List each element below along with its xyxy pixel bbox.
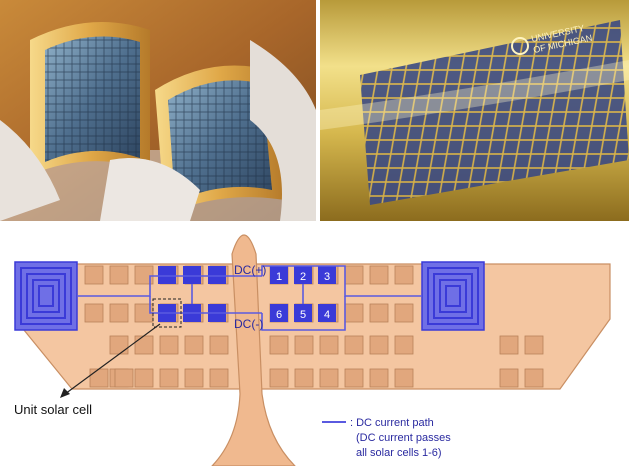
diagram-canvas: DC(+) DC(-) 1 2 3 4 5 6 Unit solar cell … (14, 234, 611, 467)
cell-number-6: 6 (276, 309, 282, 321)
glove-middle (100, 158, 200, 221)
unit-cell-pad (184, 335, 204, 355)
legend-line-3: all solar cells 1-6) (356, 447, 442, 459)
cell-number-4: 4 (324, 309, 330, 321)
unit-cell-pads (84, 265, 544, 388)
unit-cell-highlight (152, 298, 182, 328)
cell-6 (270, 304, 288, 322)
unit-cell-pad (344, 265, 364, 285)
cell-number-2: 2 (300, 271, 306, 283)
glove-left (0, 120, 60, 221)
cell-5 (294, 304, 312, 322)
cell-2 (294, 266, 312, 284)
cell-number-1: 1 (276, 271, 282, 283)
unit-cell-pad (394, 368, 414, 388)
central-stem (210, 234, 297, 467)
rolled-cell-grid (360, 20, 629, 205)
cell-number-5: 5 (300, 309, 306, 321)
dc-minus-label: DC(-) (234, 317, 263, 331)
unit-cell-pad (159, 335, 179, 355)
active-cells (158, 266, 336, 322)
photo-flexible-cells-hands (0, 0, 316, 221)
cell-left-b (183, 266, 201, 284)
glove-right (250, 40, 316, 221)
legend-line-2: (DC current passes (356, 432, 451, 444)
unit-cell-pad (84, 303, 104, 323)
unit-cell-pad (524, 335, 544, 355)
cell-3 (318, 266, 336, 284)
unit-cell-pad (369, 335, 389, 355)
unit-cell-pad (394, 335, 414, 355)
unit-cell-pad (294, 335, 314, 355)
unit-cell-pad (209, 368, 229, 388)
legend-line-1: : DC current path (350, 417, 434, 429)
unit-solar-cell-label: Unit solar cell (14, 402, 92, 417)
unit-cell-pad (134, 335, 154, 355)
dc-current-path (77, 265, 422, 331)
photo-right-illustration: UNIVERSITY OF MICHIGAN (320, 0, 629, 221)
unit-cell-pad (89, 368, 109, 388)
antenna-right (421, 261, 485, 331)
unit-cell-pad (134, 265, 154, 285)
solar-cell-layout-diagram: DC(+) DC(-) 1 2 3 4 5 6 Unit solar cell … (0, 224, 629, 467)
cell-1 (270, 266, 288, 284)
unit-cell-pad (499, 368, 519, 388)
unit-cell-pad (394, 303, 414, 323)
unit-cell-pad (109, 303, 129, 323)
unit-cell-pointer (64, 323, 161, 395)
unit-cell-pad (369, 368, 389, 388)
unit-cell-pad (109, 265, 129, 285)
unit-cell-pad (319, 335, 339, 355)
unit-cell-pad (294, 368, 314, 388)
antenna-left (14, 261, 78, 331)
unit-cell-pad (369, 303, 389, 323)
cell-4 (318, 304, 336, 322)
university-seal-icon (511, 37, 529, 55)
pointer-arrowhead-icon (60, 388, 70, 398)
unit-cell-pad (344, 303, 364, 323)
unit-cell-pad (269, 368, 289, 388)
unit-cell-pad (344, 368, 364, 388)
unit-cell-pad (184, 368, 204, 388)
unit-cell-pad (84, 265, 104, 285)
unit-cell-pad (319, 368, 339, 388)
photo-left-illustration (0, 0, 316, 221)
dc-plus-label: DC(+) (234, 263, 266, 277)
unit-cell-pad (134, 368, 154, 388)
unit-cell-pad (159, 368, 179, 388)
unit-cell-pad (109, 335, 129, 355)
unit-cell-pad (209, 335, 229, 355)
unit-cell-pad (269, 335, 289, 355)
unit-cell-pad (344, 335, 364, 355)
unit-cell-pad (499, 335, 519, 355)
unit-cell-pad (394, 265, 414, 285)
photo-rolled-cells: UNIVERSITY OF MICHIGAN (320, 0, 629, 221)
cell-left-c (208, 266, 226, 284)
cell-number-3: 3 (324, 271, 330, 283)
unit-cell-pad (524, 368, 544, 388)
unit-cell-pad (369, 265, 389, 285)
cell-left-a (158, 266, 176, 284)
unit-cell-pad (114, 368, 134, 388)
